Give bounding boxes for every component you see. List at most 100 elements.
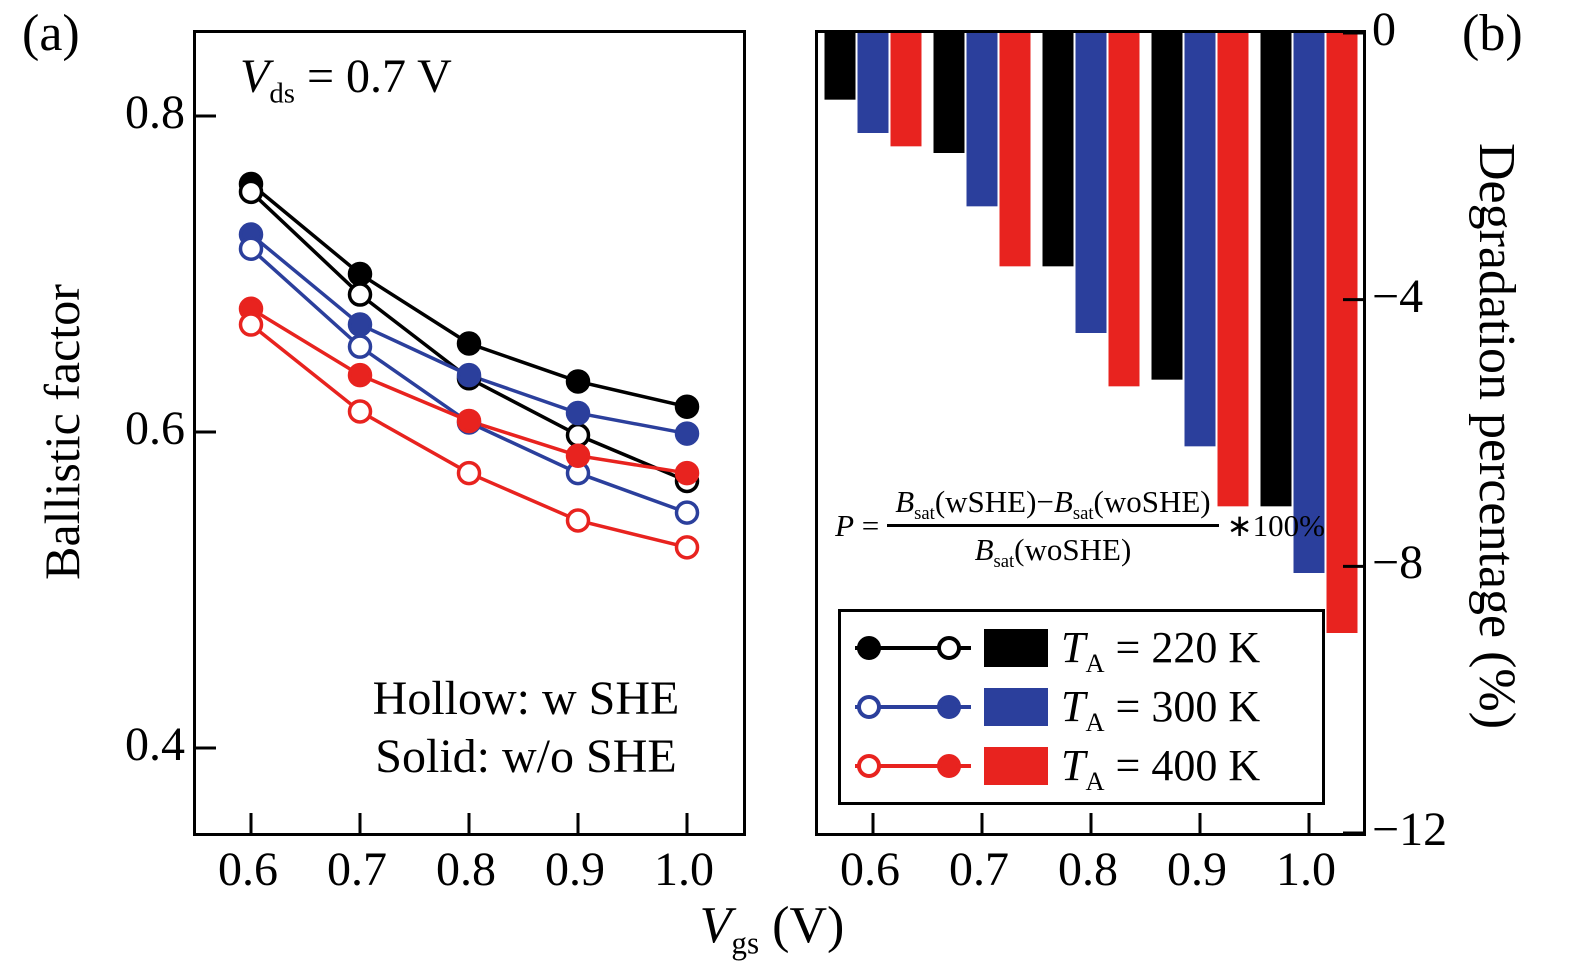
solid-note: Solid: w/o SHE [375, 730, 677, 783]
legend-line [855, 764, 971, 769]
x-axis-label: Vgs (V) [699, 897, 845, 959]
legend-line [855, 704, 971, 709]
legend-line [855, 645, 971, 650]
tick-label: 0.6 [840, 843, 900, 896]
bar [1108, 33, 1140, 387]
series-line [249, 323, 688, 550]
formula-fraction: Bsat(wSHE)−Bsat(woSHE) Bsat(woSHE) [887, 483, 1219, 571]
bar [1151, 33, 1183, 380]
marker-filled [347, 261, 373, 287]
marker-filled [456, 408, 482, 434]
tick-label: 0.6 [125, 402, 185, 455]
legend-circle-first [857, 754, 881, 779]
bar [1293, 33, 1325, 573]
tick-label: 1.0 [654, 843, 714, 896]
bar [1260, 33, 1292, 507]
bar [1326, 33, 1358, 633]
tick-label: −4 [1372, 269, 1424, 323]
legend-circle-first [857, 635, 881, 660]
bar [1042, 33, 1074, 267]
legend-row-300k: TA = 300 K [855, 681, 1308, 735]
marker-filled [565, 369, 591, 394]
marker-hollow [238, 312, 264, 337]
bar [999, 33, 1031, 267]
tick-label: −8 [1372, 536, 1424, 590]
legend-circle-second [937, 694, 961, 719]
legend-label-sub: A [1085, 706, 1105, 737]
tick-label: 0.9 [1167, 843, 1227, 896]
marker-filled [456, 362, 482, 388]
legend-circle-second [937, 754, 961, 779]
legend-circle-first [857, 694, 881, 719]
tick-label: 0.8 [125, 86, 185, 139]
formula-numerator: Bsat(wSHE)−Bsat(woSHE) [887, 483, 1219, 528]
marker-hollow [565, 508, 591, 533]
legend-circle-second [937, 635, 961, 660]
bar [933, 33, 965, 153]
tick-label: 0.7 [327, 843, 387, 896]
marker-hollow [565, 422, 591, 448]
legend-marker-sample [855, 753, 971, 779]
legend-box: TA = 220 K TA = 300 K TA = 400 K [838, 609, 1325, 805]
marker-hollow [347, 282, 373, 307]
formula-den-rest: (woSHE) [1014, 532, 1132, 568]
y-axis-label-right: Degradation percentage (%) [1468, 142, 1525, 730]
vds-rest: = 0.7 V [294, 50, 452, 103]
degradation-formula: P = Bsat(wSHE)−Bsat(woSHE) Bsat(woSHE) ∗… [820, 483, 1340, 571]
tick-label: 0.9 [545, 843, 605, 896]
bar [1217, 33, 1249, 507]
tick-label: 1.0 [1276, 843, 1336, 896]
formula-denominator: Bsat(woSHE) [975, 527, 1132, 571]
marker-hollow [674, 535, 700, 560]
vds-sub: ds [269, 77, 295, 110]
formula-P: P [835, 508, 854, 544]
legend-row-400k: TA = 400 K [855, 741, 1308, 794]
formula-den-sub: sat [993, 551, 1015, 573]
formula-num2-base: B [1053, 484, 1073, 519]
marker-filled [674, 460, 700, 486]
marker-hollow [456, 460, 482, 486]
legend-label-sub: A [1085, 766, 1105, 797]
legend-label-base: T [1061, 622, 1086, 672]
vds-base: V [240, 50, 270, 103]
hollow-note: Hollow: w SHE [372, 672, 680, 725]
x-axis-label-base: V [699, 897, 732, 954]
bar [890, 33, 922, 147]
panel-a-plot: Vds = 0.7 V Hollow: w SHE Solid: w/o SHE [193, 30, 746, 836]
bar [857, 33, 889, 133]
legend-label: TA = 400 K [1061, 741, 1260, 794]
marker-hollow [238, 179, 264, 205]
panel-a-chart [196, 114, 700, 833]
panel-b-chart [824, 33, 1363, 833]
marker-filled [565, 400, 591, 426]
bar [1075, 33, 1107, 333]
vds-annotation: Vds = 0.7 V [240, 49, 452, 108]
marker-hollow [238, 236, 264, 261]
bar [824, 33, 856, 100]
marker-filled [565, 443, 591, 468]
marker-hollow [674, 500, 700, 525]
formula-num2-rest: (woSHE) [1093, 484, 1211, 519]
legend-row-220k: TA = 220 K [855, 622, 1308, 676]
marker-filled [456, 331, 482, 356]
formula-num1-sub: sat [914, 503, 935, 525]
legend-label-sub: A [1085, 647, 1105, 678]
legend-label-base: T [1061, 681, 1086, 731]
tick-label: 0.6 [218, 843, 278, 896]
panel-a-label: (a) [22, 5, 80, 62]
bar [966, 33, 998, 207]
legend-label-rest: = 300 K [1104, 681, 1261, 731]
bar [1184, 33, 1216, 447]
legend-label-base: T [1061, 741, 1086, 791]
x-axis-label-sub: gs [731, 925, 760, 961]
legend-color-swatch [984, 687, 1048, 726]
marker-filled [674, 421, 700, 446]
tick-label: −12 [1372, 803, 1448, 856]
legend-color-swatch [984, 628, 1048, 667]
formula-tail: ∗100% [1226, 508, 1325, 544]
tick-label: 0.8 [1058, 843, 1118, 896]
legend-label: TA = 300 K [1061, 681, 1261, 734]
marker-hollow [347, 334, 373, 359]
y-axis-label-left: Ballistic factor [34, 284, 90, 580]
